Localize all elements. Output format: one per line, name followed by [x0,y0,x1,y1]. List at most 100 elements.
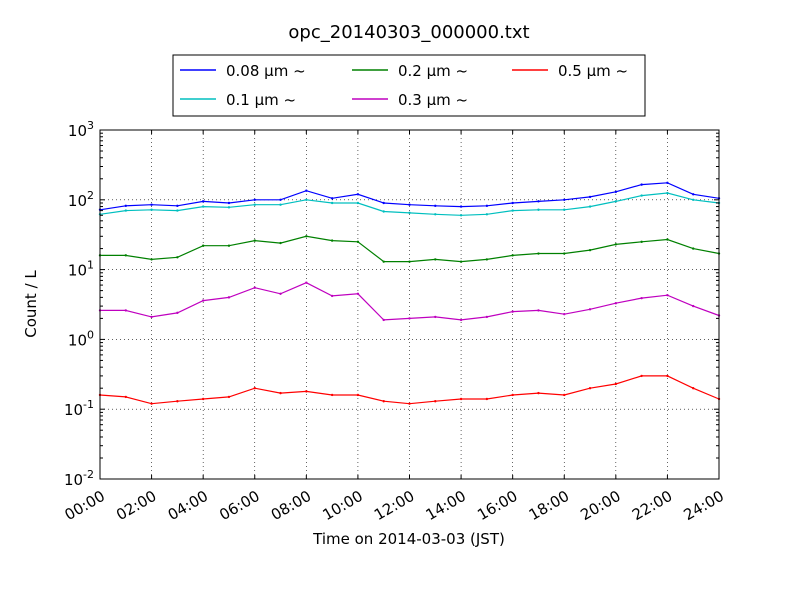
data-point [356,292,360,296]
x-tick-label: 04:00 [165,487,211,524]
x-tick-label: 08:00 [268,487,314,524]
data-point [382,400,385,403]
data-point [614,190,618,194]
data-point [176,204,179,208]
data-point [150,203,153,206]
data-point [150,315,153,319]
data-point [176,209,179,212]
data-point [563,208,566,211]
y-tick-label: 100 [68,328,94,349]
data-point [356,393,360,397]
data-point [253,386,256,390]
data-point [253,198,256,201]
data-point [563,312,566,316]
data-point [640,296,643,300]
data-point [150,258,153,261]
x-tick-label: 00:00 [62,487,108,524]
data-point [459,318,463,322]
data-point [279,241,282,245]
legend-label: 0.3 μm ~ [398,91,468,109]
data-point [227,296,231,299]
data-point [227,206,231,209]
data-point [150,402,153,405]
data-point [537,200,540,203]
data-point [459,214,463,217]
data-point [305,189,308,192]
data-point [124,309,127,312]
x-tick-label: 16:00 [474,487,520,524]
data-point [253,239,256,242]
data-point [434,213,437,216]
data-point [666,374,669,378]
data-point [305,281,308,284]
data-point [588,205,592,208]
y-axis-label: Count / L [22,270,40,338]
data-point [485,204,489,208]
data-point [227,395,231,399]
data-point [330,294,334,298]
data-point [305,390,308,393]
y-tick-label: 103 [68,119,94,140]
data-point [459,260,463,263]
data-point [408,260,411,263]
data-point [640,374,643,378]
data-point [459,205,463,208]
data-point [614,200,618,203]
data-point [279,391,282,395]
y-tick-label: 102 [68,189,94,210]
data-point [588,248,592,252]
data-point [279,292,282,296]
x-tick-label: 20:00 [577,487,623,524]
data-point [124,209,127,212]
data-point [692,193,695,196]
y-tick-label: 10-1 [64,398,94,419]
data-point [201,200,205,203]
data-point [279,203,282,206]
legend-label: 0.5 μm ~ [558,62,628,80]
data-point [563,393,566,397]
data-point [614,243,618,246]
data-point [666,293,669,297]
data-point [666,238,669,241]
chart-title: opc_20140303_000000.txt [288,22,529,43]
x-tick-label: 14:00 [423,487,469,524]
data-point [434,204,437,208]
data-point [382,318,385,322]
data-point [434,315,437,319]
data-point [124,204,127,208]
data-point [434,258,437,261]
data-point [124,254,127,257]
data-point [434,400,437,403]
data-point [408,402,411,405]
data-point [201,205,205,208]
data-point [227,244,231,247]
data-series [98,181,721,405]
data-point [666,191,669,195]
x-tick-label: 12:00 [371,487,417,524]
plot-area [100,130,719,479]
data-point [201,299,205,302]
y-tick-label: 101 [68,259,94,280]
data-point [330,239,334,242]
data-point [382,260,385,263]
data-point [330,197,334,200]
data-point [537,391,540,395]
y-tick-label: 10-2 [64,468,94,489]
data-point [537,309,540,312]
data-point [330,393,334,397]
legend: 0.08 μm ~ 0.1 μm ~ 0.2 μm ~ 0.3 μm ~ 0.5 μm … [172,54,646,117]
data-point [588,308,592,311]
data-point [511,310,514,313]
data-point [253,203,256,206]
data-point [563,252,566,255]
data-point [201,397,205,401]
data-point [356,193,360,196]
data-point [408,203,411,206]
data-point [537,252,540,255]
data-point [227,201,231,205]
data-point [408,317,411,320]
data-point [459,397,463,401]
data-point [563,198,566,201]
data-point [305,198,308,201]
